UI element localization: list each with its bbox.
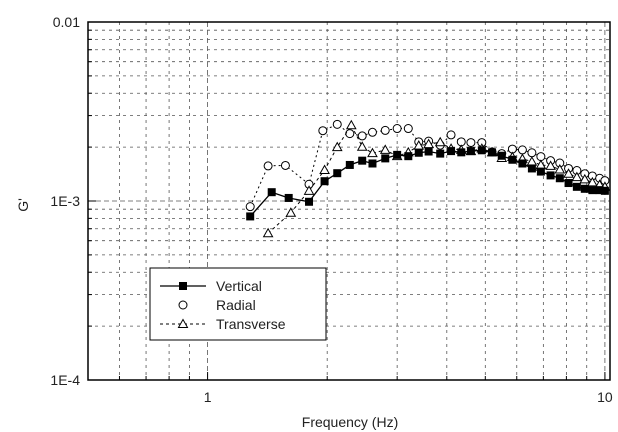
data-point [595,186,604,195]
data-point [280,160,290,170]
data-point [446,130,456,140]
data-point [367,127,377,137]
data-point [367,147,378,158]
data-point [555,174,564,183]
data-point [424,147,433,156]
data-point [285,207,297,217]
data-point [536,152,546,162]
data-point [579,173,591,184]
data-point [358,156,367,165]
data-point [477,146,486,155]
data-point [392,124,402,134]
data-point [381,154,390,163]
data-point [572,182,581,191]
data-point [436,149,445,158]
data-point [319,164,330,174]
series-vertical [246,146,609,221]
data-point [379,144,391,154]
data-point [305,197,314,206]
data-point [368,159,377,168]
data-point [414,148,423,157]
x-tick-label: 1 [204,389,212,405]
tick-labels: 1 10 1E-4 1E-3 0.01 [50,14,612,405]
data-point [588,186,597,195]
data-point [245,202,255,212]
data-point [356,141,368,151]
y-tick-label: 1E-4 [50,372,80,388]
data-point [267,188,276,197]
data-point [546,171,555,180]
data-point [357,131,367,141]
axis-ticks [87,21,606,381]
data-point [564,179,573,188]
data-point [526,156,538,166]
data-point [434,136,446,147]
data-point [563,168,574,178]
legend-marker [179,282,187,290]
legend-marker [177,318,189,328]
data-point [527,164,536,173]
y-axis-title: G' [15,198,31,212]
data-point [497,151,506,160]
data-point [345,119,357,130]
data-point [508,155,517,164]
data-point [345,160,354,169]
data-point [393,150,402,159]
data-point [262,227,274,238]
data-point [320,177,329,186]
y-tick-label: 1E-3 [50,193,80,209]
data-point [488,148,497,157]
series-layer [245,119,611,238]
data-point [517,145,527,155]
x-tick-label: 10 [597,389,613,405]
data-point [545,160,556,170]
legend-label: Transverse [216,316,286,332]
data-point [466,147,475,156]
x-axis-title: Frequency (Hz) [302,414,398,430]
data-point [518,159,527,168]
data-point [447,147,456,156]
grid [87,21,610,381]
data-point [332,119,342,129]
data-point [246,212,255,221]
data-point [318,126,328,136]
legend: Vertical Radial Transverse [149,267,327,341]
data-point [457,148,466,157]
data-point [587,176,598,187]
data-point [535,159,547,169]
series-radial [245,119,610,212]
data-point [345,129,355,139]
legend-marker [178,300,188,310]
data-point [536,167,545,176]
data-point [284,193,293,202]
data-point [380,125,390,135]
data-point [600,186,609,195]
data-point [571,171,583,182]
data-point [403,124,413,134]
data-point [466,138,476,148]
legend-label: Vertical [216,278,262,294]
data-point [263,161,273,171]
data-point [333,169,342,178]
data-point [554,163,566,174]
data-point [580,184,589,193]
data-point [331,141,343,152]
data-point [303,185,315,195]
data-point [404,152,413,161]
legend-label: Radial [216,297,256,313]
data-point [527,148,537,158]
y-tick-label: 0.01 [53,14,80,30]
